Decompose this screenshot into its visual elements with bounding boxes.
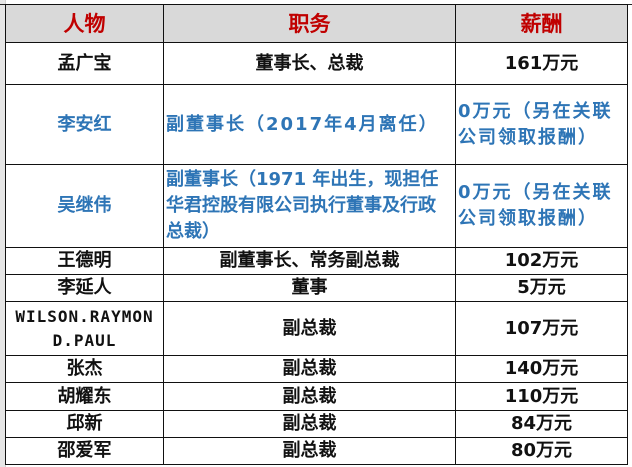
salary: 80万元 — [455, 437, 628, 465]
table-row: 李延人 董事 5万元 — [5, 274, 628, 302]
person-name: 张杰 — [5, 355, 164, 383]
executive-salary-table: 人物 职务 薪酬 孟广宝 董事长、总裁 161万元 李安红 副董事长（2017年… — [5, 4, 628, 465]
table-row: 李安红 副董事长（2017年4月离任） 0万元（另在关联公司领取报酬） — [5, 84, 628, 165]
person-name: 孟广宝 — [5, 42, 164, 85]
person-name: 邱新 — [5, 410, 164, 438]
person-name: 李延人 — [5, 274, 164, 302]
position: 副总裁 — [163, 382, 456, 411]
position: 董事 — [163, 274, 456, 302]
salary: 107万元 — [455, 301, 628, 356]
position: 副董事长、常务副总裁 — [163, 247, 456, 275]
person-name: 王德明 — [5, 247, 164, 275]
position: 副总裁 — [163, 410, 456, 438]
salary: 140万元 — [455, 355, 628, 383]
header-person: 人物 — [5, 4, 164, 43]
person-name: 吴继伟 — [5, 164, 164, 248]
position: 副总裁 — [163, 355, 456, 383]
table-row: 邱新 副总裁 84万元 — [5, 410, 628, 438]
table-row: 吴继伟 副董事长（1971 年出生，现担任华君控股有限公司执行董事及行政总裁） … — [5, 164, 628, 248]
table-row: 王德明 副董事长、常务副总裁 102万元 — [5, 247, 628, 275]
position: 副总裁 — [163, 301, 456, 356]
header-salary: 薪酬 — [455, 4, 628, 43]
person-name: WILSON.RAYMOND.PAUL — [5, 301, 164, 356]
table-row: 张杰 副总裁 140万元 — [5, 355, 628, 383]
salary: 110万元 — [455, 382, 628, 411]
salary: 161万元 — [455, 42, 628, 85]
salary: 0万元（另在关联公司领取报酬） — [455, 84, 628, 165]
table-row: 胡耀东 副总裁 110万元 — [5, 382, 628, 411]
salary: 5万元 — [455, 274, 628, 302]
position: 副董事长（1971 年出生，现担任华君控股有限公司执行董事及行政总裁） — [163, 164, 456, 248]
header-row: 人物 职务 薪酬 — [5, 4, 628, 43]
table-row: WILSON.RAYMOND.PAUL 副总裁 107万元 — [5, 301, 628, 356]
salary: 0万元（另在关联公司领取报酬） — [455, 164, 628, 248]
person-name: 邵爱军 — [5, 437, 164, 465]
salary: 84万元 — [455, 410, 628, 438]
position: 副总裁 — [163, 437, 456, 465]
position: 副董事长（2017年4月离任） — [163, 84, 456, 165]
person-name: 李安红 — [5, 84, 164, 165]
table-row: 邵爱军 副总裁 80万元 — [5, 437, 628, 465]
position: 董事长、总裁 — [163, 42, 456, 85]
salary: 102万元 — [455, 247, 628, 275]
person-name: 胡耀东 — [5, 382, 164, 411]
header-position: 职务 — [163, 4, 456, 43]
table-row: 孟广宝 董事长、总裁 161万元 — [5, 42, 628, 85]
